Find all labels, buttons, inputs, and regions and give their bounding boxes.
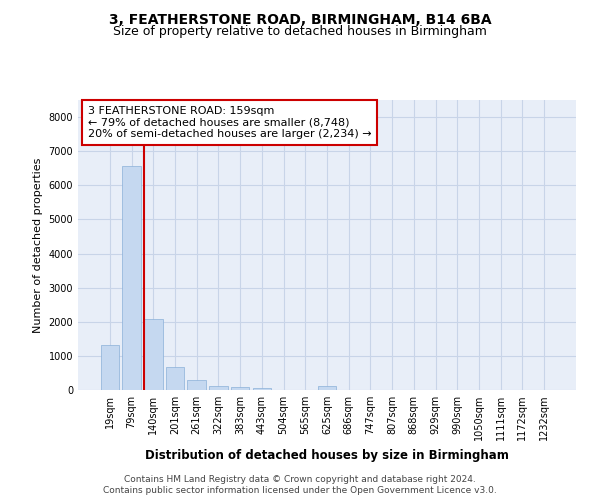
Text: 3, FEATHERSTONE ROAD, BIRMINGHAM, B14 6BA: 3, FEATHERSTONE ROAD, BIRMINGHAM, B14 6B… <box>109 12 491 26</box>
X-axis label: Distribution of detached houses by size in Birmingham: Distribution of detached houses by size … <box>145 448 509 462</box>
Text: Contains HM Land Registry data © Crown copyright and database right 2024.: Contains HM Land Registry data © Crown c… <box>124 475 476 484</box>
Bar <box>101 345 119 390</box>
Text: Size of property relative to detached houses in Birmingham: Size of property relative to detached ho… <box>113 25 487 38</box>
Bar <box>166 367 184 390</box>
Bar <box>209 386 227 390</box>
Bar <box>122 166 141 390</box>
Bar <box>187 380 206 390</box>
Bar <box>318 386 336 390</box>
Text: Contains public sector information licensed under the Open Government Licence v3: Contains public sector information licen… <box>103 486 497 495</box>
Bar <box>144 319 163 390</box>
Bar <box>231 388 250 390</box>
Y-axis label: Number of detached properties: Number of detached properties <box>33 158 43 332</box>
Bar <box>253 388 271 390</box>
Text: 3 FEATHERSTONE ROAD: 159sqm
← 79% of detached houses are smaller (8,748)
20% of : 3 FEATHERSTONE ROAD: 159sqm ← 79% of det… <box>88 106 371 139</box>
